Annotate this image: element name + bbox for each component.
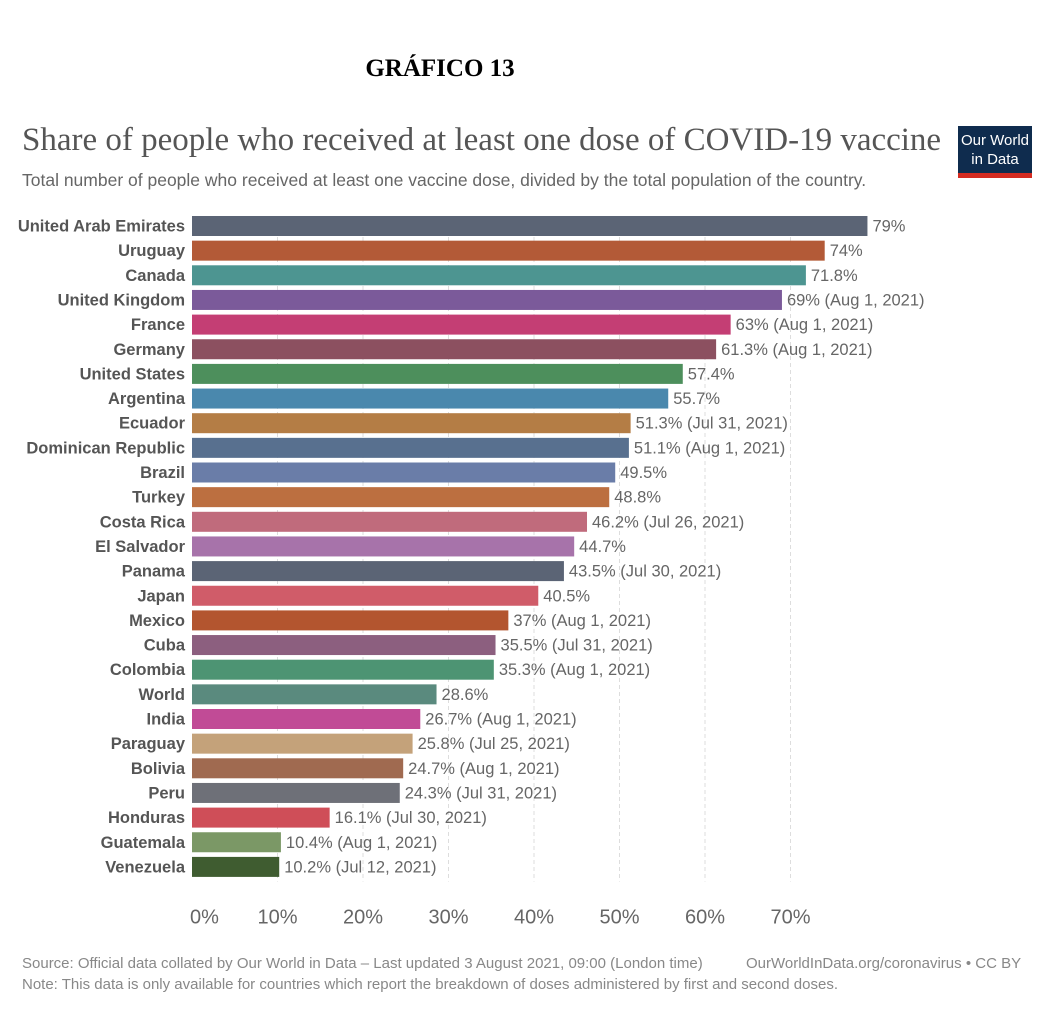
- data-label: 40.5%: [543, 587, 590, 605]
- data-label: 24.3% (Jul 31, 2021): [405, 784, 557, 802]
- category-label: Honduras: [108, 809, 185, 827]
- data-label: 79%: [872, 218, 905, 236]
- category-label: Costa Rica: [100, 513, 186, 531]
- category-label: Turkey: [132, 489, 186, 507]
- data-label: 51.1% (Aug 1, 2021): [634, 439, 785, 457]
- category-label: Canada: [125, 267, 185, 285]
- data-label: 35.3% (Aug 1, 2021): [499, 661, 650, 679]
- category-label: Uruguay: [118, 242, 186, 260]
- bar: [192, 635, 496, 656]
- data-label: 35.5% (Jul 31, 2021): [501, 637, 653, 655]
- bar: [192, 758, 404, 779]
- bar: [192, 289, 782, 310]
- category-label: El Salvador: [95, 538, 185, 556]
- bar: [192, 782, 400, 803]
- data-label: 10.2% (Jul 12, 2021): [284, 858, 436, 876]
- category-label: Paraguay: [111, 735, 186, 753]
- bar: [192, 807, 330, 828]
- category-label: Panama: [122, 563, 186, 581]
- bar: [192, 265, 806, 286]
- bar: [192, 314, 731, 335]
- bar: [192, 733, 413, 754]
- data-label: 61.3% (Aug 1, 2021): [721, 341, 872, 359]
- source-text: Source: Official data collated by Our Wo…: [22, 955, 703, 972]
- data-label: 24.7% (Aug 1, 2021): [408, 760, 559, 778]
- chart-subtitle: Total number of people who received at l…: [22, 170, 867, 190]
- bar: [192, 462, 616, 483]
- data-label: 26.7% (Aug 1, 2021): [425, 711, 576, 729]
- bar: [192, 856, 280, 877]
- tick-label: 50%: [599, 907, 639, 929]
- data-label: 71.8%: [811, 267, 858, 285]
- bar: [192, 709, 421, 729]
- source-link[interactable]: OurWorldInData.org/coronavirus • CC BY: [746, 955, 1022, 972]
- category-label: Dominican Republic: [26, 439, 185, 457]
- category-label: Ecuador: [119, 415, 186, 433]
- data-label: 74%: [830, 242, 863, 260]
- bar: [192, 585, 539, 606]
- tick-label: 20%: [343, 907, 383, 929]
- category-label: Argentina: [108, 390, 186, 408]
- data-label: 49.5%: [620, 464, 667, 482]
- category-label: Germany: [113, 341, 185, 359]
- bar: [192, 561, 564, 582]
- data-label: 69% (Aug 1, 2021): [787, 291, 925, 309]
- category-label: United States: [80, 365, 185, 383]
- data-label: 51.3% (Jul 31, 2021): [636, 415, 788, 433]
- tick-label: 30%: [428, 907, 468, 929]
- category-label: Mexico: [129, 612, 185, 630]
- bar: [192, 339, 717, 360]
- tick-label: 0%: [190, 907, 219, 929]
- bar: [192, 487, 610, 508]
- tick-label: 10%: [257, 907, 297, 929]
- bar: [192, 659, 494, 680]
- tick-label: 40%: [514, 907, 554, 929]
- category-label: France: [131, 316, 185, 334]
- category-label: Colombia: [110, 661, 186, 679]
- category-label: Cuba: [144, 637, 186, 655]
- data-label: 63% (Aug 1, 2021): [736, 316, 874, 334]
- data-label: 28.6%: [442, 686, 489, 704]
- owid-logo[interactable]: Our World in Data: [958, 126, 1032, 178]
- bar: [192, 832, 281, 853]
- bar: [192, 388, 669, 409]
- logo-line-2: in Data: [971, 151, 1019, 168]
- category-label: India: [146, 711, 185, 729]
- category-label: Japan: [137, 587, 185, 605]
- bar: [192, 437, 629, 458]
- bar: [192, 363, 683, 384]
- logo-line-1: Our World: [960, 132, 1030, 149]
- note-text: Note: This data is only available for co…: [22, 976, 838, 993]
- category-label: Venezuela: [105, 858, 186, 876]
- figure-label: GRÁFICO 13: [365, 55, 515, 82]
- bar: [192, 610, 509, 631]
- category-label: United Kingdom: [58, 291, 185, 309]
- data-label: 44.7%: [579, 538, 626, 556]
- bar: [192, 413, 631, 434]
- data-label: 55.7%: [673, 390, 720, 408]
- data-label: 43.5% (Jul 30, 2021): [569, 563, 721, 581]
- bar: [192, 536, 575, 557]
- category-label: Bolivia: [131, 760, 186, 778]
- data-label: 46.2% (Jul 26, 2021): [592, 513, 744, 531]
- bar: [192, 684, 437, 705]
- bar: [192, 511, 588, 532]
- category-label: United Arab Emirates: [18, 218, 185, 236]
- tick-label: 70%: [770, 907, 810, 929]
- data-label: 10.4% (Aug 1, 2021): [286, 834, 437, 852]
- data-label: 57.4%: [688, 365, 735, 383]
- bar-chart: United Arab Emirates 79% Uruguay 74% Canada 7…: [18, 216, 925, 929]
- category-label: World: [139, 686, 185, 704]
- bar: [192, 240, 825, 261]
- data-label: 25.8% (Jul 25, 2021): [418, 735, 570, 753]
- data-label: 37% (Aug 1, 2021): [513, 612, 651, 630]
- bar: [192, 216, 868, 236]
- category-label: Peru: [148, 784, 185, 802]
- data-label: 48.8%: [614, 489, 661, 507]
- category-label: Brazil: [140, 464, 185, 482]
- data-label: 16.1% (Jul 30, 2021): [335, 809, 487, 827]
- chart-title: Share of people who received at least on…: [22, 122, 942, 158]
- tick-label: 60%: [685, 907, 725, 929]
- category-label: Guatemala: [101, 834, 186, 852]
